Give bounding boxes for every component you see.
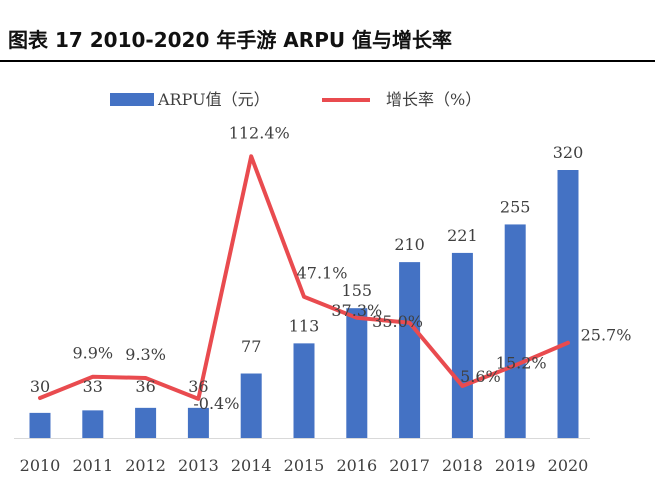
- growth-value-label: 25.7%: [581, 326, 632, 345]
- bar-series: [29, 170, 579, 438]
- legend-item-bar: ARPU值（元）: [110, 90, 270, 109]
- bar-2014: [240, 373, 262, 438]
- data-labels: 30 33 36 36 77 113 155 210 221 255 320 9.9% 9.3% -0.4…: [30, 123, 632, 413]
- x-tick-label: 2017: [389, 456, 430, 475]
- x-tick-label: 2010: [20, 456, 61, 475]
- bar-2016: [346, 308, 368, 438]
- bar-value-label: 221: [447, 226, 478, 245]
- growth-line-series: [38, 154, 570, 401]
- growth-value-label: 37.3%: [331, 301, 382, 320]
- bar-2010: [29, 412, 51, 438]
- legend: ARPU值（元） 增长率（%）: [110, 90, 481, 109]
- growth-value-label: 47.1%: [297, 264, 348, 283]
- growth-value-label: -0.4%: [193, 394, 239, 413]
- x-tick-label: 2012: [125, 456, 166, 475]
- growth-value-label: 15.2%: [496, 353, 547, 372]
- bar-2019: [504, 224, 526, 438]
- growth-value-label: 35.0%: [372, 312, 423, 331]
- x-tick-label: 2020: [548, 456, 589, 475]
- x-tick-label: 2013: [178, 456, 219, 475]
- legend-bar-label: ARPU值（元）: [157, 90, 270, 109]
- growth-value-label: 5.6%: [460, 367, 501, 386]
- bar-value-label: 210: [394, 235, 425, 254]
- bar-2011: [82, 410, 104, 438]
- growth-value-label: 9.3%: [125, 345, 166, 364]
- legend-bar-swatch: [110, 93, 154, 106]
- bar-value-label: 320: [553, 143, 584, 162]
- bar-value-label: 155: [342, 281, 373, 300]
- x-tick-label: 2019: [495, 456, 536, 475]
- bar-2018: [451, 252, 473, 438]
- bar-value-label: 255: [500, 197, 531, 216]
- growth-value-label: 112.4%: [229, 123, 290, 142]
- title-rule: [0, 60, 655, 62]
- bar-value-label: 113: [289, 316, 320, 335]
- legend-line-label: 增长率（%）: [386, 90, 481, 109]
- x-tick-label: 2018: [442, 456, 483, 475]
- x-tick-label: 2011: [72, 456, 113, 475]
- growth-value-label: 9.9%: [72, 344, 113, 363]
- bar-value-label: 30: [30, 377, 50, 396]
- bar-2013: [187, 407, 209, 438]
- chart-title: 图表 17 2010-2020 年手游 ARPU 值与增长率: [8, 28, 453, 52]
- legend-item-line: 增长率（%）: [322, 90, 481, 109]
- x-tick-label: 2016: [336, 456, 377, 475]
- bar-2017: [399, 262, 421, 438]
- bar-value-label: 36: [188, 377, 208, 396]
- bar-value-label: 77: [241, 337, 261, 356]
- x-axis: 2010 2011 2012 2013 2014 2015 2016 2017 2018 2019…: [14, 438, 590, 475]
- bar-2012: [135, 407, 157, 438]
- bar-value-label: 33: [83, 377, 103, 396]
- x-tick-label: 2014: [231, 456, 272, 475]
- bar-2015: [293, 343, 315, 438]
- bar-2020: [557, 170, 579, 438]
- x-tick-label: 2015: [284, 456, 325, 475]
- bar-value-label: 36: [135, 377, 155, 396]
